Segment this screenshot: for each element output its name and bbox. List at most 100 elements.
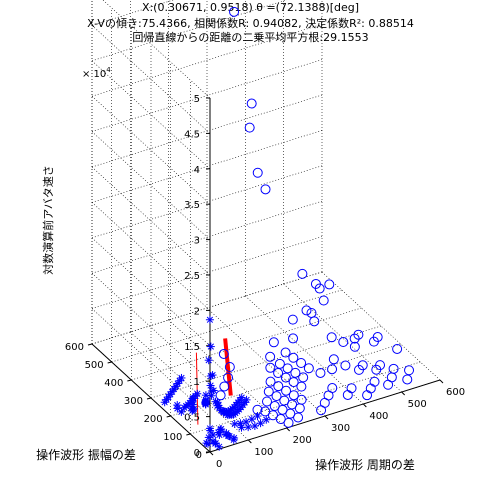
star-stroke: [225, 432, 232, 440]
z-tick-label: 2.5: [184, 271, 200, 282]
data-point-circle: [277, 404, 288, 415]
data-point-circle: [316, 405, 327, 416]
data-point-circle: [215, 390, 226, 401]
star-stroke: [208, 392, 215, 399]
z-tick-label: 0.5: [184, 413, 200, 424]
data-point-circle: [288, 333, 299, 344]
grid-line-floor-y: [190, 361, 421, 435]
grid-line-backwall-z: [91, 0, 175, 26]
data-point-star: [204, 356, 213, 365]
data-point-circle: [219, 381, 230, 392]
data-point-star: [256, 419, 265, 428]
z-tick-label: 3.5: [184, 200, 200, 211]
data-point-circle: [309, 316, 320, 327]
data-point-circle: [252, 167, 263, 178]
data-point-circle: [265, 376, 276, 387]
star-stroke: [230, 434, 238, 442]
data-point-circle: [349, 341, 360, 352]
data-point-circle: [296, 381, 307, 392]
data-point-circle: [297, 268, 308, 279]
data-point-circle: [296, 358, 307, 369]
data-point-circle: [383, 379, 394, 390]
z-tick-label: 1.5: [184, 342, 200, 353]
x-tick-label: 300: [331, 423, 350, 434]
y-tick-label: 300: [124, 396, 143, 407]
data-point-circle: [372, 332, 383, 343]
data-point-circle: [224, 361, 235, 372]
z-tick-label: 1: [194, 377, 200, 388]
star-stroke: [202, 398, 209, 406]
data-point-star: [244, 423, 253, 432]
y-tick-label: 0: [196, 450, 202, 461]
data-point-circle: [280, 347, 291, 358]
y-tick-mark: [146, 397, 152, 400]
data-point-circle: [229, 6, 240, 17]
data-point-circle: [402, 374, 413, 385]
title-line-1: X:(0.30671, 0.9518) θ =(72.1388)[deg]: [141, 1, 360, 14]
data-point-star: [203, 439, 212, 448]
x-tick-label: 100: [254, 447, 273, 458]
data-point-circle: [301, 305, 312, 316]
data-point-circle: [265, 362, 276, 373]
data-point-circle: [285, 408, 296, 419]
data-point-star: [206, 381, 215, 390]
data-point-circle: [290, 367, 301, 378]
x-tick-mark: [401, 391, 406, 396]
grid-lines: [91, 0, 441, 453]
z-tick-label: 2: [194, 306, 200, 317]
data-point-circle: [287, 314, 298, 325]
x-tick-mark: [324, 415, 329, 420]
data-point-star: [206, 426, 215, 435]
data-point-circle: [318, 295, 329, 306]
data-point-circle: [252, 404, 263, 415]
x-tick-label: 0: [216, 459, 222, 470]
star-stroke: [216, 431, 223, 439]
grid-line-floor-x: [245, 295, 364, 405]
x-tick-label: 500: [408, 399, 427, 410]
x-tick-label: 200: [293, 435, 312, 446]
data-point-star: [215, 430, 224, 439]
x-axis-label: 操作波形 周期の差: [315, 457, 415, 472]
data-point-star: [170, 385, 178, 394]
data-point-circle: [283, 417, 294, 428]
data-point-star: [188, 394, 197, 403]
data-point-circle: [357, 360, 368, 371]
x-tick-mark: [209, 451, 214, 456]
data-point-circle: [223, 372, 234, 383]
data-point-circle: [271, 391, 282, 402]
y-tick-label: 500: [85, 360, 104, 371]
data-point-star: [262, 415, 271, 424]
data-point-star: [209, 430, 218, 439]
y-tick-label: 100: [163, 432, 182, 443]
data-point-circle: [260, 184, 271, 195]
data-point-circle: [314, 283, 325, 294]
data-point-circle: [342, 389, 353, 400]
data-point-circle: [274, 358, 285, 369]
data-point-circle: [327, 364, 338, 375]
star-stroke: [263, 416, 270, 423]
x-tick-mark: [286, 427, 291, 432]
data-point-circle: [298, 372, 309, 383]
star-stroke: [205, 357, 212, 364]
grid-line-backwall-z: [91, 23, 323, 97]
star-stroke: [209, 431, 217, 439]
star-stroke: [207, 382, 214, 389]
grid-line-floor-y: [111, 289, 342, 363]
grid-line-floor-y: [170, 343, 401, 417]
data-point-circle: [218, 348, 229, 359]
data-point-circle: [244, 122, 255, 133]
star-stroke: [215, 429, 222, 436]
star-stroke: [189, 395, 196, 402]
data-point-circle: [263, 386, 274, 397]
data-point-circle: [375, 360, 386, 371]
grid-line-floor-y: [150, 325, 382, 399]
data-point-star: [230, 419, 239, 428]
star-stroke: [178, 374, 185, 382]
star-stroke: [238, 394, 245, 401]
data-point-circle: [392, 343, 403, 354]
y-axis-label: 操作波形 振幅の差: [36, 447, 136, 462]
data-point-circle: [326, 332, 337, 343]
data-point-circle: [280, 372, 291, 383]
data-point-star: [206, 342, 215, 351]
data-point-star: [207, 391, 216, 400]
